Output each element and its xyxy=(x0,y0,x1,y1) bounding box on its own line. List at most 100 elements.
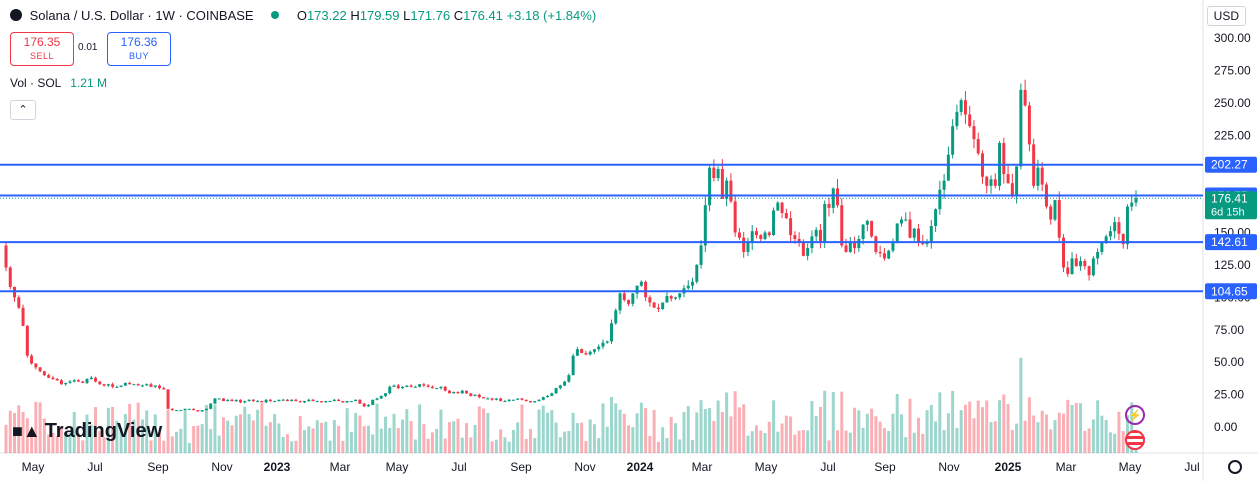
candle-body xyxy=(1074,258,1078,267)
candle-body xyxy=(959,100,963,112)
candle-body xyxy=(511,399,515,401)
candle-body xyxy=(754,231,758,236)
candle-body xyxy=(528,401,532,403)
volume-bar xyxy=(1053,420,1057,453)
volume-bar xyxy=(592,424,596,453)
volume-bar xyxy=(1023,420,1027,453)
volume-bar xyxy=(145,410,149,453)
symbol-title[interactable]: Solana / U.S. Dollar · 1W · COINBASE xyxy=(29,8,254,23)
buy-button[interactable]: 176.36 BUY xyxy=(107,32,171,66)
volume-bar xyxy=(968,401,972,453)
volume-bar xyxy=(128,403,132,453)
volume-bar xyxy=(469,437,473,453)
volume-bar xyxy=(571,412,575,453)
sell-price: 176.35 xyxy=(23,35,61,49)
volume-bar xyxy=(328,440,332,453)
volume-bar xyxy=(533,438,537,453)
volume-bar xyxy=(499,429,503,453)
candle-body xyxy=(703,205,707,246)
us-flag-icon[interactable] xyxy=(1125,430,1145,450)
volume-bar xyxy=(42,418,46,453)
candle-body xyxy=(1015,166,1019,197)
candle-body xyxy=(844,245,848,252)
volume-bar xyxy=(678,439,682,453)
collapse-legend-button[interactable]: ⌃ xyxy=(10,100,36,120)
candle-body xyxy=(870,220,874,237)
volume-bar xyxy=(21,411,25,453)
x-tick-label: Mar xyxy=(1056,460,1077,474)
candle-body xyxy=(21,307,25,326)
candle-body xyxy=(409,385,413,387)
volume-bar xyxy=(942,430,946,453)
candle-body xyxy=(946,154,950,181)
candle-body xyxy=(507,399,511,402)
chevron-up-icon: ⌃ xyxy=(18,104,28,116)
candle-body xyxy=(605,341,609,343)
volume-bar xyxy=(737,407,741,453)
candle-body xyxy=(499,398,503,402)
settings-gear-icon[interactable] xyxy=(1228,460,1242,474)
candle-body xyxy=(814,229,818,237)
candle-body xyxy=(264,399,268,403)
volume-bar xyxy=(895,394,899,453)
volume-bar xyxy=(746,435,750,453)
volume-bar xyxy=(644,408,648,453)
volume-bar xyxy=(234,415,238,453)
sell-label: SELL xyxy=(29,51,55,61)
volume-bar xyxy=(520,404,524,453)
candle-body xyxy=(213,398,217,404)
candle-body xyxy=(976,139,980,154)
volume-bar xyxy=(989,422,993,453)
volume-bar xyxy=(358,415,362,453)
candle-body xyxy=(652,302,656,308)
volume-bar xyxy=(443,438,447,453)
volume-bar xyxy=(742,404,746,453)
volume-bar xyxy=(793,434,797,453)
candle-body xyxy=(486,398,490,400)
candle-body xyxy=(533,401,537,403)
x-tick-label: May xyxy=(1119,460,1142,474)
volume-bar xyxy=(857,410,861,453)
candle-body xyxy=(447,390,451,394)
candle-body xyxy=(1057,200,1061,238)
low-label: L xyxy=(403,8,411,23)
logo-text: TradingView xyxy=(44,420,163,442)
candle-body xyxy=(221,398,225,402)
candle-body xyxy=(1079,261,1083,267)
candle-body xyxy=(166,389,170,409)
currency-selector[interactable]: USD xyxy=(1206,6,1246,26)
candle-body xyxy=(917,228,921,242)
volume-bar xyxy=(1044,414,1048,453)
candle-body xyxy=(426,385,430,387)
volume-bar xyxy=(729,416,733,453)
candle-body xyxy=(217,398,221,400)
candle-body xyxy=(635,285,639,294)
volume-bar xyxy=(584,441,588,453)
candle-body xyxy=(1121,233,1125,245)
volume-bar xyxy=(980,407,984,453)
sell-button[interactable]: 176.35 SELL xyxy=(10,32,74,66)
candle-body xyxy=(388,386,392,394)
x-tick-label: Sep xyxy=(510,460,532,474)
volume-bar xyxy=(985,400,989,453)
candle-body xyxy=(772,210,776,236)
candle-body xyxy=(34,363,38,368)
lightning-icon[interactable]: ⚡ xyxy=(1125,405,1145,425)
candle-body xyxy=(588,351,592,355)
candle-body xyxy=(806,248,810,256)
volume-bar xyxy=(806,430,810,453)
candle-body xyxy=(793,235,797,239)
volume-bar xyxy=(797,430,801,453)
volume-bar xyxy=(85,414,89,453)
candle-body xyxy=(379,395,383,399)
candle-body xyxy=(298,401,302,403)
candle-body xyxy=(494,398,498,400)
candle-body xyxy=(187,408,191,410)
candle-body xyxy=(840,205,844,246)
candle-body xyxy=(140,385,144,387)
candle-body xyxy=(1010,183,1014,197)
candle-body xyxy=(1083,261,1087,267)
candle-body xyxy=(192,408,196,411)
volume-bar xyxy=(179,428,183,453)
